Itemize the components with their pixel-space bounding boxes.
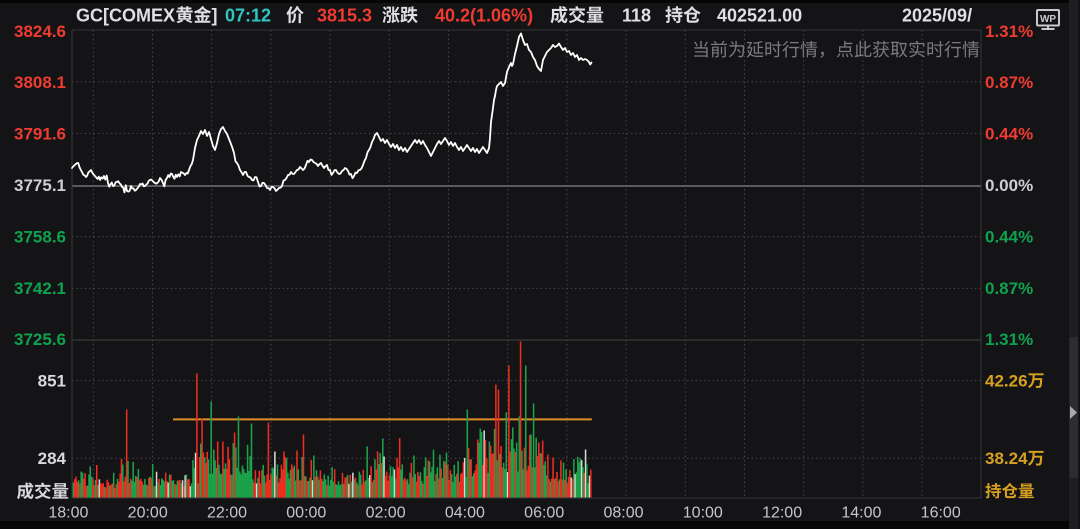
svg-text:284: 284 — [38, 449, 67, 468]
svg-text:3815.3: 3815.3 — [317, 6, 372, 26]
svg-text:38.24: 38.24 — [985, 449, 1028, 468]
svg-text:18:00: 18:00 — [48, 505, 88, 522]
svg-text:0.00%: 0.00% — [985, 176, 1033, 195]
svg-text:3742.1: 3742.1 — [14, 279, 66, 298]
svg-text:0.87%: 0.87% — [985, 73, 1033, 92]
svg-text:02:00: 02:00 — [366, 505, 406, 522]
svg-text:GC[COMEX: GC[COMEX — [76, 6, 175, 26]
svg-text:3824.6: 3824.6 — [14, 22, 66, 41]
svg-text:]: ] — [212, 6, 218, 26]
svg-text:118: 118 — [622, 6, 651, 26]
svg-text:07:12: 07:12 — [225, 6, 271, 26]
svg-text:WP: WP — [1040, 14, 1056, 25]
svg-text:0.44%: 0.44% — [985, 228, 1033, 247]
svg-text:20:00: 20:00 — [128, 505, 168, 522]
svg-text:06:00: 06:00 — [524, 505, 564, 522]
svg-text:0.87%: 0.87% — [985, 279, 1033, 298]
svg-text:08:00: 08:00 — [603, 505, 643, 522]
svg-text:10:00: 10:00 — [683, 505, 723, 522]
svg-text:851: 851 — [38, 372, 66, 391]
svg-text:0.44%: 0.44% — [985, 125, 1033, 144]
svg-text:3725.6: 3725.6 — [14, 330, 66, 349]
svg-text:3775.1: 3775.1 — [14, 176, 66, 195]
svg-text:1.31%: 1.31% — [985, 330, 1033, 349]
svg-text:00:00: 00:00 — [286, 505, 326, 522]
svg-text:40.2(1.06%): 40.2(1.06%) — [435, 6, 533, 26]
svg-text:402521.00: 402521.00 — [717, 6, 802, 26]
svg-text:16:00: 16:00 — [921, 505, 961, 522]
svg-text:3758.6: 3758.6 — [14, 228, 66, 247]
svg-text:2025/09/: 2025/09/ — [902, 6, 972, 26]
svg-text:3808.1: 3808.1 — [14, 73, 66, 92]
svg-text:14:00: 14:00 — [841, 505, 881, 522]
svg-text:12:00: 12:00 — [762, 505, 802, 522]
svg-text:42.26: 42.26 — [985, 372, 1028, 391]
svg-text:22:00: 22:00 — [207, 505, 247, 522]
svg-text:3791.6: 3791.6 — [14, 125, 66, 144]
svg-text:1.31%: 1.31% — [985, 22, 1033, 41]
svg-text:04:00: 04:00 — [445, 505, 485, 522]
